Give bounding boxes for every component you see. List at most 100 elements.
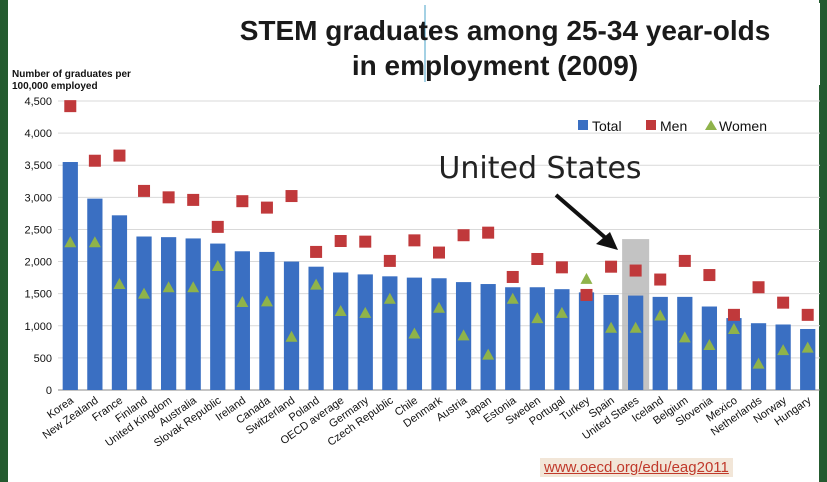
legend-total-label: Total xyxy=(592,118,622,134)
marker-women xyxy=(654,309,667,321)
marker-women xyxy=(187,281,200,293)
y-axis-label-line2: 100,000 employed xyxy=(12,81,98,92)
marker-women xyxy=(482,348,495,360)
y-tick-label: 4,500 xyxy=(24,96,52,108)
marker-men xyxy=(703,269,716,282)
bar-total xyxy=(431,278,447,390)
bar-total xyxy=(554,289,570,390)
bar-total xyxy=(333,272,349,390)
marker-women xyxy=(580,272,593,284)
marker-men xyxy=(777,296,790,309)
bar-total xyxy=(800,328,816,390)
annotation-callout: United States xyxy=(438,151,641,186)
marker-women xyxy=(162,281,175,293)
marker-women xyxy=(703,339,716,351)
bar-total xyxy=(628,295,644,390)
marker-women xyxy=(64,236,77,248)
bar-total xyxy=(775,324,791,390)
y-tick-label: 1,500 xyxy=(24,289,52,301)
bar-total xyxy=(62,162,78,390)
bar-total xyxy=(283,261,300,390)
marker-men xyxy=(531,252,544,265)
marker-women xyxy=(383,292,396,304)
marker-men xyxy=(408,234,421,247)
bar-total xyxy=(210,243,226,390)
bar-total xyxy=(136,236,152,390)
marker-men xyxy=(64,100,77,113)
marker-men xyxy=(555,261,568,274)
marker-women xyxy=(777,344,790,356)
marker-men xyxy=(506,270,519,283)
bar-total xyxy=(529,287,545,390)
marker-men xyxy=(211,220,224,233)
marker-men xyxy=(187,193,200,206)
marker-men xyxy=(260,201,273,214)
bar-total xyxy=(160,237,177,390)
legend-women-label: Women xyxy=(719,118,767,134)
marker-men xyxy=(482,226,495,239)
marker-men xyxy=(580,288,593,301)
marker-women xyxy=(506,292,519,304)
marker-men xyxy=(236,195,249,208)
source-link[interactable]: www.oecd.org/edu/eag2011 xyxy=(540,458,733,477)
bar-total xyxy=(259,251,275,390)
marker-men xyxy=(801,308,814,321)
bar-total xyxy=(234,251,250,390)
marker-women xyxy=(727,322,740,334)
marker-women xyxy=(605,321,618,333)
markers-men xyxy=(64,100,814,321)
bar-total xyxy=(578,292,595,390)
chart-title-line2: in employment (2009) xyxy=(352,50,638,81)
bar-total xyxy=(750,323,767,390)
bar-total xyxy=(505,287,521,390)
legend-men-label: Men xyxy=(660,118,687,134)
marker-women xyxy=(457,329,470,341)
marker-men xyxy=(138,184,151,197)
marker-women xyxy=(113,278,126,290)
marker-women xyxy=(752,357,765,369)
y-tick-label: 2,000 xyxy=(24,257,52,269)
bar-total xyxy=(185,238,201,390)
y-axis-label-line1: Number of graduates per xyxy=(12,69,131,80)
legend-men-swatch xyxy=(646,120,656,130)
y-tick-label: 0 xyxy=(46,385,52,397)
marker-women xyxy=(211,260,224,272)
legend-women-swatch xyxy=(705,120,717,130)
marker-men xyxy=(752,281,765,294)
marker-women xyxy=(678,331,691,343)
marker-men xyxy=(678,254,691,267)
bar-total xyxy=(357,274,373,390)
legend-total-swatch xyxy=(578,120,588,130)
marker-women xyxy=(236,296,249,308)
marker-women xyxy=(531,312,544,324)
marker-women xyxy=(88,236,101,248)
marker-women xyxy=(801,341,814,353)
marker-men xyxy=(162,191,175,204)
y-tick-label: 500 xyxy=(34,353,52,365)
marker-men xyxy=(88,154,101,167)
bar-total xyxy=(87,198,103,390)
bar-total xyxy=(382,276,398,390)
marker-men xyxy=(727,308,740,321)
marker-men xyxy=(433,246,445,259)
marker-women xyxy=(359,306,372,318)
markers-women xyxy=(64,236,814,369)
arrow-icon xyxy=(554,193,618,250)
marker-women xyxy=(334,305,347,317)
chart-title-line1: STEM graduates among 25-34 year-olds xyxy=(240,15,771,46)
marker-men xyxy=(383,254,396,267)
marker-women xyxy=(310,278,323,290)
y-tick-label: 1,000 xyxy=(24,321,52,333)
title-background xyxy=(170,3,820,85)
bar-total xyxy=(677,296,693,390)
marker-men xyxy=(334,235,347,248)
marker-women xyxy=(555,306,568,318)
marker-women xyxy=(433,301,445,313)
marker-men xyxy=(605,260,618,273)
marker-men xyxy=(654,273,667,286)
bars-total xyxy=(62,162,816,390)
y-tick-label: 2,500 xyxy=(24,224,52,236)
marker-men xyxy=(629,264,642,277)
